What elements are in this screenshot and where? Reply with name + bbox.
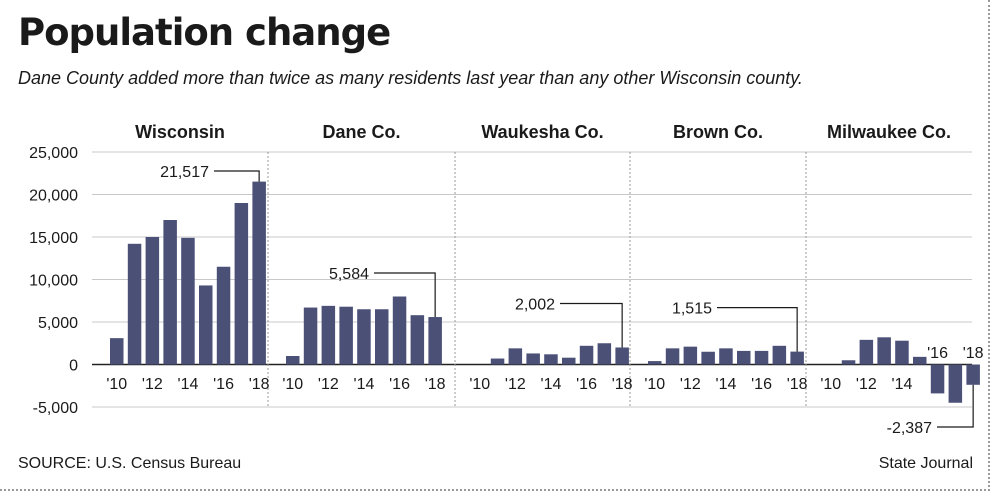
panel-title: Brown Co. bbox=[673, 122, 763, 142]
bar bbox=[737, 350, 751, 365]
bar bbox=[234, 203, 249, 365]
x-tick-label: '10 bbox=[644, 376, 665, 393]
bar bbox=[544, 354, 558, 365]
x-tick-label: '10 bbox=[820, 376, 841, 393]
x-tick-label: '10 bbox=[469, 376, 490, 393]
bar bbox=[841, 360, 856, 365]
chart-title: Population change bbox=[18, 11, 391, 54]
x-tick-label: '18 bbox=[249, 376, 270, 393]
bar bbox=[701, 351, 715, 365]
x-tick-label: '18 bbox=[787, 376, 808, 393]
callout-leader bbox=[717, 307, 798, 352]
bar bbox=[508, 348, 523, 365]
bar bbox=[895, 340, 909, 365]
y-tick-label: 20,000 bbox=[29, 188, 78, 205]
x-tick-label: '18 bbox=[963, 345, 984, 362]
bar bbox=[199, 285, 213, 365]
value-callout: 1,515 bbox=[672, 301, 712, 318]
panel-title: Waukesha Co. bbox=[481, 122, 603, 142]
x-tick-label: '10 bbox=[106, 376, 127, 393]
bar bbox=[719, 348, 733, 365]
x-tick-label: '12 bbox=[505, 376, 526, 393]
value-callout: -2,387 bbox=[887, 420, 932, 437]
x-tick-label: '14 bbox=[716, 376, 737, 393]
panel-title: Dane Co. bbox=[322, 122, 400, 142]
bar bbox=[790, 351, 804, 365]
bar bbox=[145, 237, 160, 365]
bar bbox=[428, 317, 442, 365]
callout-leader bbox=[937, 384, 974, 428]
publication-credit: State Journal bbox=[878, 455, 973, 472]
bar bbox=[579, 345, 594, 365]
bar bbox=[665, 348, 680, 365]
bar bbox=[615, 347, 629, 365]
x-tick-label: '12 bbox=[318, 376, 339, 393]
x-tick-label: '14 bbox=[892, 376, 913, 393]
bar bbox=[321, 305, 336, 365]
x-tick-label: '16 bbox=[751, 376, 772, 393]
y-tick-label: -5,000 bbox=[33, 400, 78, 417]
callout-leader bbox=[374, 272, 436, 318]
bar bbox=[597, 343, 612, 365]
bar bbox=[966, 364, 980, 385]
bar bbox=[392, 296, 407, 365]
bar bbox=[683, 346, 698, 365]
bar bbox=[948, 364, 963, 403]
x-tick-label: '12 bbox=[142, 376, 163, 393]
bar bbox=[930, 364, 945, 394]
bar bbox=[127, 243, 142, 365]
panel-title: Milwaukee Co. bbox=[827, 122, 951, 142]
bar bbox=[163, 220, 177, 365]
callout-leader bbox=[560, 302, 623, 348]
bar bbox=[375, 309, 389, 365]
bar bbox=[913, 356, 927, 365]
bar bbox=[110, 338, 124, 365]
x-tick-label: '14 bbox=[178, 376, 199, 393]
bar bbox=[526, 353, 540, 365]
bar bbox=[357, 309, 371, 365]
bar bbox=[252, 181, 266, 365]
bar bbox=[410, 315, 425, 365]
source-note: SOURCE: U.S. Census Bureau bbox=[18, 455, 242, 472]
y-tick-label: 25,000 bbox=[29, 145, 78, 162]
chart-subtitle: Dane County added more than twice as man… bbox=[18, 68, 803, 88]
x-tick-label: '16 bbox=[927, 345, 948, 362]
y-tick-label: 5,000 bbox=[38, 315, 78, 332]
value-callout: 2,002 bbox=[515, 296, 555, 313]
y-tick-label: 10,000 bbox=[29, 273, 78, 290]
y-tick-label: 0 bbox=[69, 358, 78, 375]
bar bbox=[339, 306, 353, 365]
bar bbox=[877, 337, 891, 365]
bar bbox=[303, 307, 318, 365]
x-tick-label: '12 bbox=[680, 376, 701, 393]
bar bbox=[286, 356, 300, 365]
value-callout: 21,517 bbox=[160, 164, 209, 181]
bar bbox=[490, 358, 505, 365]
bar bbox=[562, 357, 576, 365]
x-tick-label: '12 bbox=[856, 376, 877, 393]
bar bbox=[754, 350, 769, 365]
panel-title: Wisconsin bbox=[135, 122, 225, 142]
bar-chart: 25,000 20,000 15,000 10,000 5,000 0 -5,000 Wisc… bbox=[29, 122, 984, 437]
y-tick-label: 15,000 bbox=[29, 230, 78, 247]
x-tick-label: '16 bbox=[389, 376, 410, 393]
x-tick-label: '16 bbox=[576, 376, 597, 393]
bar bbox=[181, 237, 195, 365]
x-tick-label: '14 bbox=[541, 376, 562, 393]
callout-leader bbox=[214, 170, 260, 182]
x-tick-label: '16 bbox=[213, 376, 234, 393]
x-tick-label: '18 bbox=[612, 376, 633, 393]
bar bbox=[216, 266, 231, 365]
x-tick-label: '10 bbox=[282, 376, 303, 393]
x-tick-label: '14 bbox=[354, 376, 375, 393]
value-callout: 5,584 bbox=[329, 266, 369, 283]
bar bbox=[859, 339, 874, 365]
bar bbox=[648, 361, 662, 365]
bar bbox=[772, 345, 787, 365]
x-tick-label: '18 bbox=[425, 376, 446, 393]
